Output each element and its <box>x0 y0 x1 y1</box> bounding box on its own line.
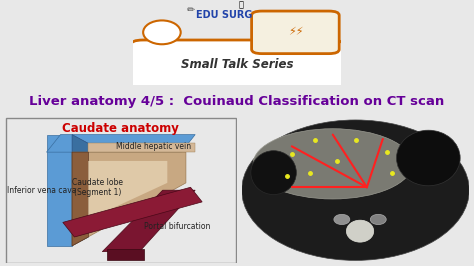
Text: Liver anatomy 4/5 :  Couinaud Classification on CT scan: Liver anatomy 4/5 : Couinaud Classificat… <box>29 95 445 107</box>
Text: Inferior vena cava: Inferior vena cava <box>7 186 77 195</box>
Polygon shape <box>88 143 195 152</box>
Polygon shape <box>63 187 202 237</box>
Ellipse shape <box>334 214 350 225</box>
FancyBboxPatch shape <box>131 40 343 89</box>
Ellipse shape <box>346 220 374 242</box>
Ellipse shape <box>242 120 469 260</box>
Polygon shape <box>107 249 144 260</box>
Polygon shape <box>72 135 88 246</box>
Text: 🧠: 🧠 <box>239 1 244 10</box>
Polygon shape <box>46 135 72 246</box>
Text: Middle hepatic vein: Middle hepatic vein <box>116 142 191 151</box>
FancyBboxPatch shape <box>252 11 339 54</box>
Text: Caudate lobe
(Segment 1): Caudate lobe (Segment 1) <box>72 178 123 197</box>
Text: ✏: ✏ <box>187 5 195 15</box>
Polygon shape <box>88 161 167 219</box>
Text: Portal bifurcation: Portal bifurcation <box>144 222 210 231</box>
Polygon shape <box>72 152 88 246</box>
Text: EDU SURG: EDU SURG <box>196 10 253 20</box>
Text: ⚡⚡: ⚡⚡ <box>288 27 303 37</box>
Ellipse shape <box>396 130 460 186</box>
Text: Caudate anatomy: Caudate anatomy <box>63 122 179 135</box>
Ellipse shape <box>253 129 412 199</box>
Text: Small Talk Series: Small Talk Series <box>181 58 293 71</box>
Polygon shape <box>46 135 195 152</box>
Ellipse shape <box>143 20 181 44</box>
Polygon shape <box>102 190 195 252</box>
Ellipse shape <box>370 214 386 225</box>
Polygon shape <box>72 152 186 246</box>
Ellipse shape <box>251 151 296 195</box>
